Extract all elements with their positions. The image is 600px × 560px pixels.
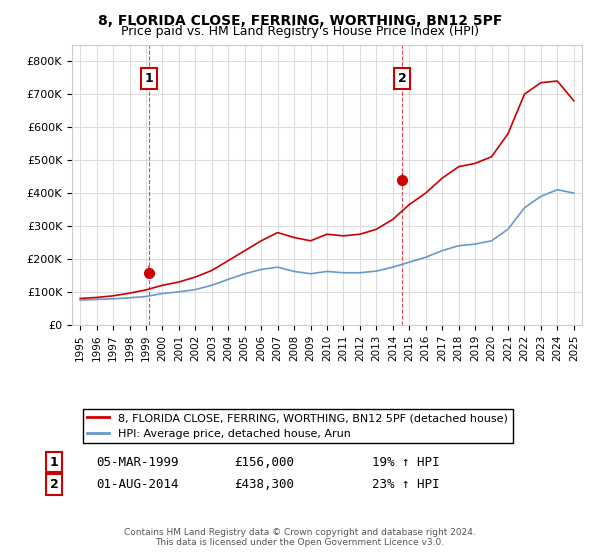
Text: 23% ↑ HPI: 23% ↑ HPI bbox=[372, 478, 439, 491]
Text: 1: 1 bbox=[145, 72, 153, 85]
Text: 1: 1 bbox=[50, 455, 58, 469]
Legend: 8, FLORIDA CLOSE, FERRING, WORTHING, BN12 5PF (detached house), HPI: Average pri: 8, FLORIDA CLOSE, FERRING, WORTHING, BN1… bbox=[83, 409, 512, 443]
Text: Price paid vs. HM Land Registry's House Price Index (HPI): Price paid vs. HM Land Registry's House … bbox=[121, 25, 479, 38]
Text: 19% ↑ HPI: 19% ↑ HPI bbox=[372, 455, 439, 469]
Text: £156,000: £156,000 bbox=[234, 455, 294, 469]
Text: £438,300: £438,300 bbox=[234, 478, 294, 491]
Text: 2: 2 bbox=[50, 478, 58, 491]
Text: 05-MAR-1999: 05-MAR-1999 bbox=[96, 455, 179, 469]
Text: 01-AUG-2014: 01-AUG-2014 bbox=[96, 478, 179, 491]
Text: 8, FLORIDA CLOSE, FERRING, WORTHING, BN12 5PF: 8, FLORIDA CLOSE, FERRING, WORTHING, BN1… bbox=[98, 14, 502, 28]
Text: Contains HM Land Registry data © Crown copyright and database right 2024.
This d: Contains HM Land Registry data © Crown c… bbox=[124, 528, 476, 547]
Text: 2: 2 bbox=[398, 72, 407, 85]
